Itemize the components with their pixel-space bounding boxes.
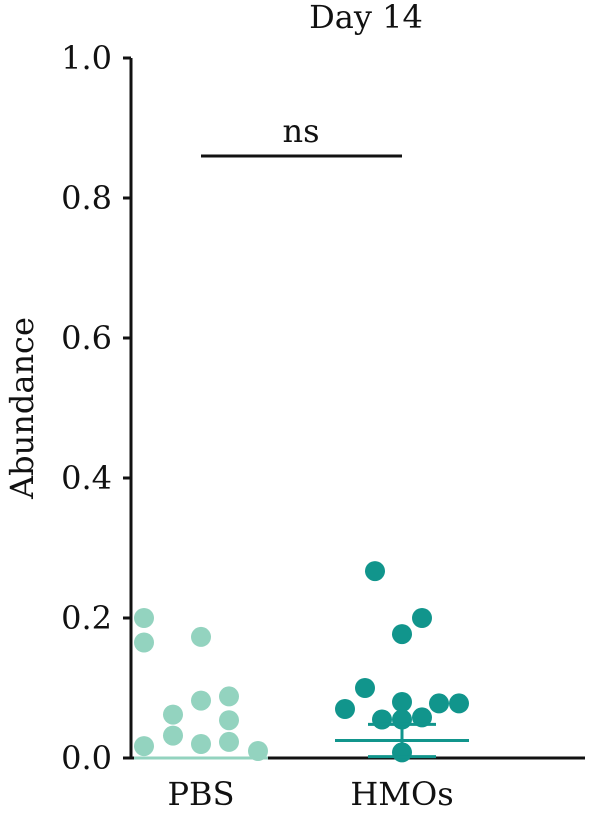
data-point [219,710,239,731]
data-point [412,608,432,628]
y-axis-label: Abundance [3,317,41,500]
x-category-label: PBS [168,775,235,813]
y-tick-label: 0.0 [61,739,112,777]
y-tick-label: 0.6 [61,319,112,357]
data-point [365,561,385,582]
data-point [392,624,412,645]
chart-title: Day 14 [309,0,423,36]
data-point [134,736,154,757]
data-point [392,692,412,712]
y-tick-label: 0.4 [61,459,112,497]
data-point [412,707,432,728]
data-point [335,699,355,719]
x-category-labels: PBS HMOs [168,775,454,813]
data-point [219,686,239,707]
y-ticks: 0.0 0.2 0.4 0.6 0.8 1.0 [61,39,131,777]
data-point [191,690,211,711]
y-tick-label: 0.2 [61,599,112,637]
data-point [219,731,239,752]
data-point [449,693,469,714]
mean-error-bars [134,722,469,760]
data-point [191,734,211,754]
y-tick-label: 0.8 [61,179,112,217]
data-point [372,709,392,730]
significance-label: ns [282,112,319,150]
data-point [163,704,183,725]
y-tick-label: 1.0 [61,39,112,77]
data-points [134,561,469,763]
data-point [163,725,183,746]
data-point [248,741,268,761]
data-point [134,632,154,653]
significance-annotation: ns [201,112,402,158]
data-point [355,678,375,698]
data-point [191,626,211,647]
data-point [429,693,449,714]
data-point [134,608,154,628]
x-category-label: HMOs [350,775,453,813]
